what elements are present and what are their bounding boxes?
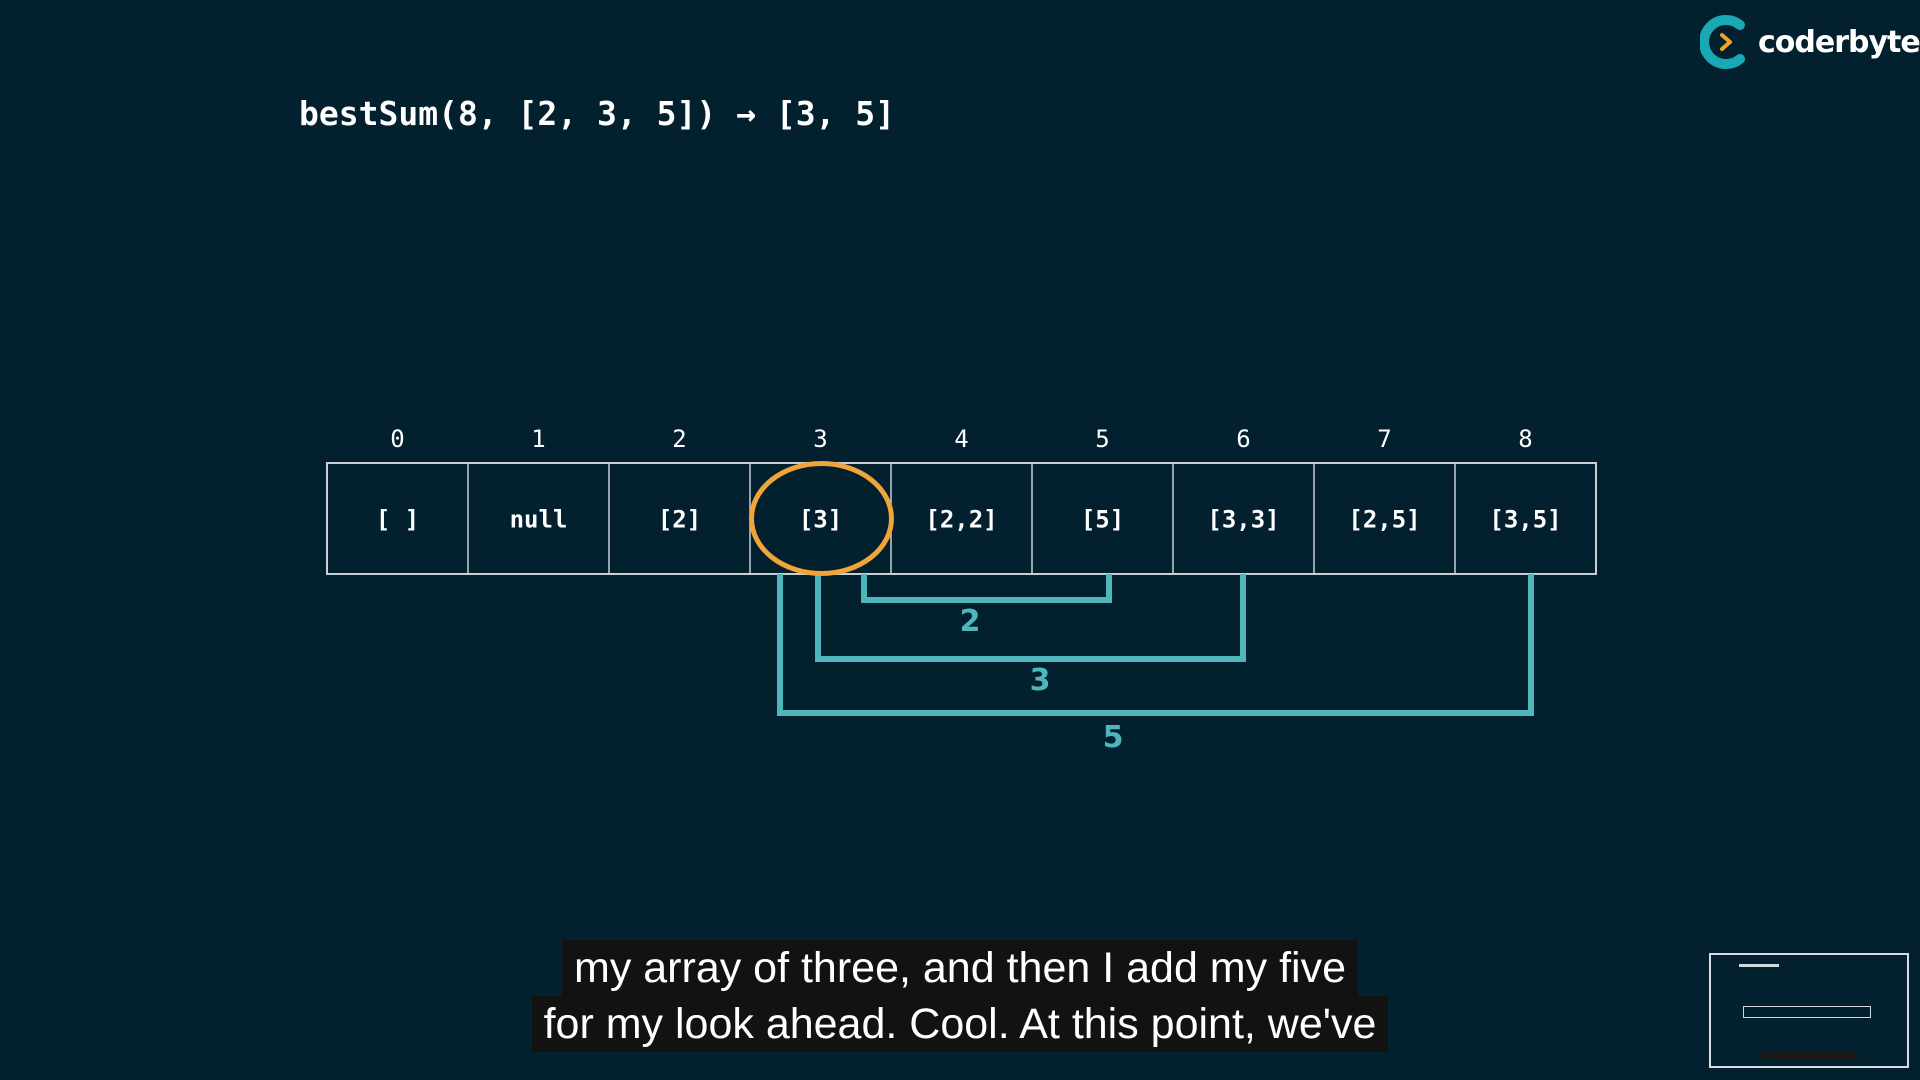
index-label-2: 2: [672, 425, 686, 453]
brand-name: coderbyte: [1758, 24, 1920, 60]
thumbnail-caption: [1761, 1051, 1857, 1060]
index-label-0: 0: [390, 425, 404, 453]
cell-value-6: [3,3]: [1207, 506, 1279, 534]
caption-line-1: my array of three, and then I add my fiv…: [562, 940, 1358, 996]
bracket-label-2: 2: [960, 604, 981, 639]
index-label-1: 1: [531, 425, 545, 453]
subtitle-caption: my array of three, and then I add my fiv…: [0, 940, 1920, 1052]
cell-value-1: null: [510, 506, 568, 534]
array-cells: [ ] null [2] [3] [2,2] [5] [3,3] [2,5] [3,5]: [326, 462, 1597, 575]
current-cell-highlight: [749, 461, 894, 576]
coderbyte-logo-icon: [1700, 15, 1745, 69]
lookahead-brackets: 2 3 5: [777, 574, 1534, 755]
index-label-6: 6: [1236, 425, 1250, 453]
function-call-title: bestSum(8, [2, 3, 5]) → [3, 5]: [299, 94, 896, 133]
coderbyte-logo: coderbyte: [1700, 12, 1920, 72]
cell-value-8: [3,5]: [1489, 506, 1561, 534]
caption-line-2: for my look ahead. Cool. At this point, …: [531, 996, 1389, 1052]
index-row: 0 1 2 3 4 5 6 7 8: [390, 425, 1532, 453]
thumbnail-title-bar: [1739, 964, 1779, 967]
index-label-8: 8: [1518, 425, 1532, 453]
highlight-group: [749, 461, 894, 576]
bracket-label-3: 3: [1030, 663, 1051, 698]
bracket-3: [815, 574, 1246, 662]
bracket-2: [861, 574, 1112, 603]
index-label-3: 3: [813, 425, 827, 453]
cell-value-0: [ ]: [376, 506, 419, 534]
array-outline: [326, 462, 1597, 575]
bracket-label-5: 5: [1103, 720, 1124, 755]
cell-value-3: [3]: [799, 506, 842, 534]
index-label-7: 7: [1377, 425, 1391, 453]
cell-value-2: [2]: [658, 506, 701, 534]
cell-value-7: [2,5]: [1348, 506, 1420, 534]
index-label-5: 5: [1095, 425, 1109, 453]
bracket-5: [777, 574, 1534, 716]
index-label-4: 4: [954, 425, 968, 453]
cell-value-4: [2,2]: [925, 506, 997, 534]
cell-value-5: [5]: [1081, 506, 1124, 534]
video-preview-thumbnail[interactable]: [1709, 953, 1909, 1068]
thumbnail-array: [1743, 1006, 1871, 1018]
